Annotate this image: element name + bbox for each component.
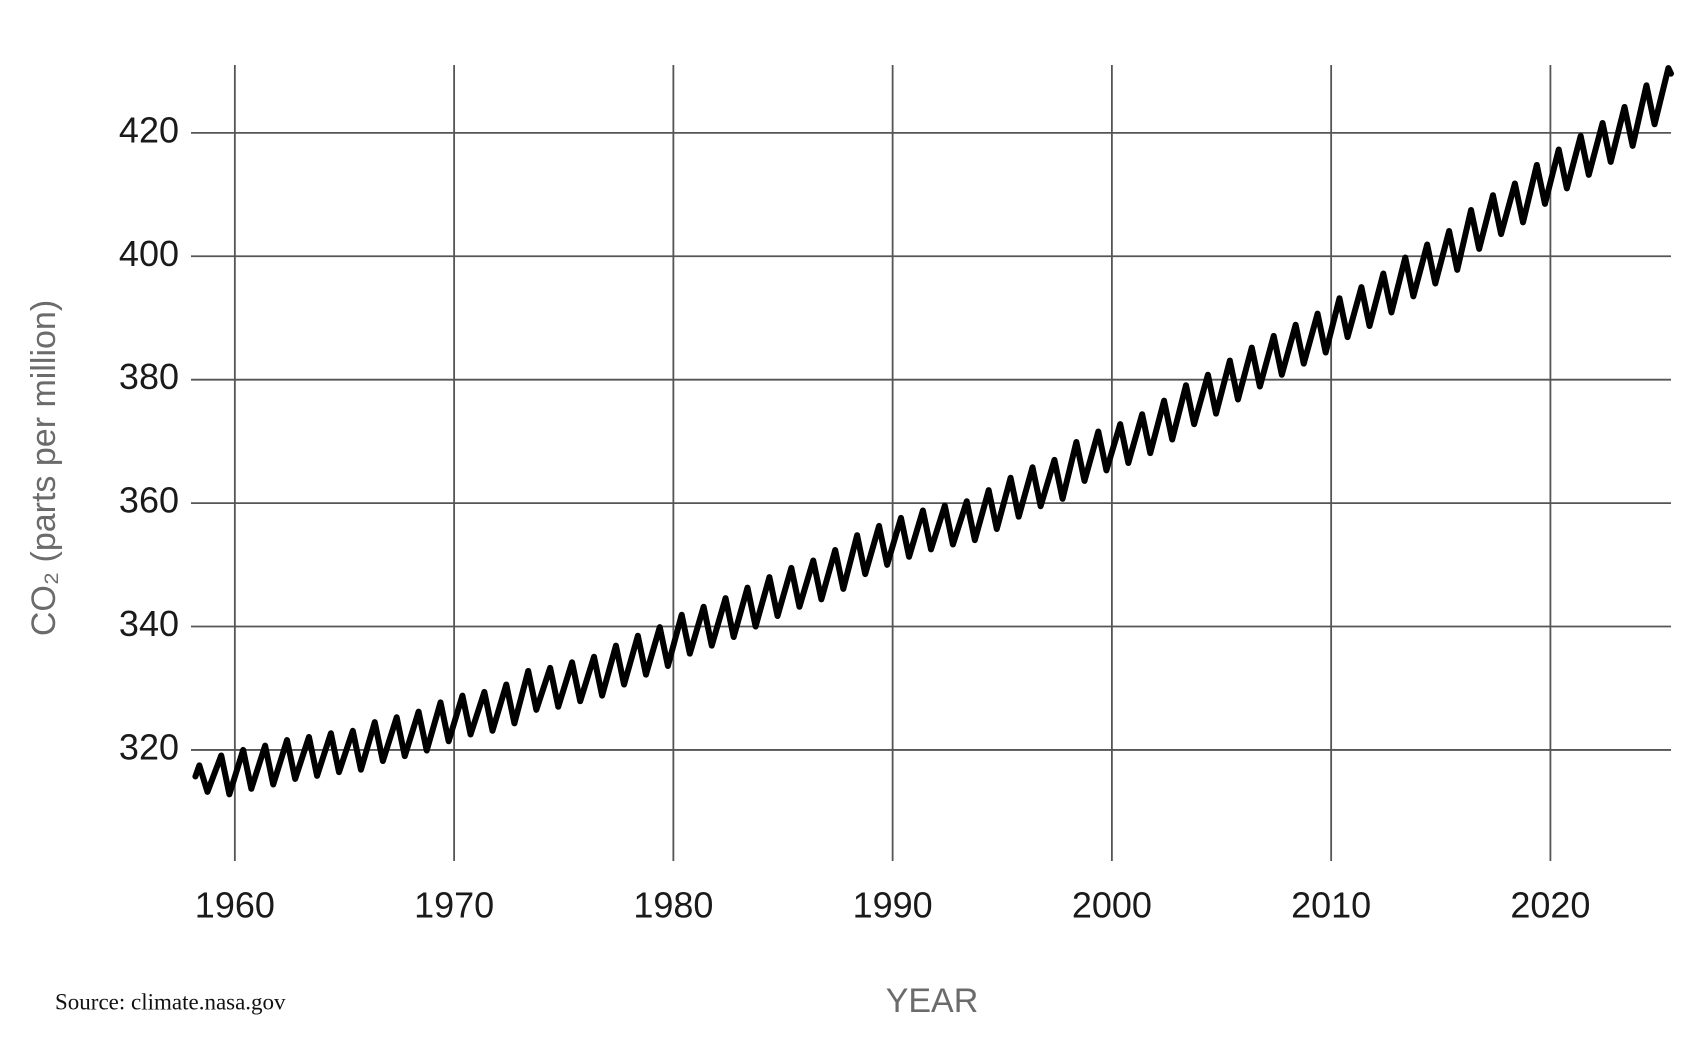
x-tick-label: 1960 [195,885,275,926]
x-axis-label: YEAR [886,982,979,1020]
source-note: Source: climate.nasa.gov [55,989,286,1014]
y-axis-label: CO₂ (parts per million) [25,300,63,636]
y-tick-label: 420 [119,109,179,150]
x-tick-label: 2020 [1510,885,1590,926]
y-tick-label: 400 [119,233,179,274]
y-tick-label: 380 [119,356,179,397]
y-tick-label: 340 [119,603,179,644]
x-tick-label: 2010 [1291,885,1371,926]
x-tick-label: 1990 [853,885,933,926]
y-tick-label: 360 [119,480,179,521]
x-tick-label: 1970 [414,885,494,926]
x-tick-label: 1980 [633,885,713,926]
y-tick-label: 320 [119,726,179,767]
x-tick-label: 2000 [1072,885,1152,926]
co2-line [192,65,1674,798]
